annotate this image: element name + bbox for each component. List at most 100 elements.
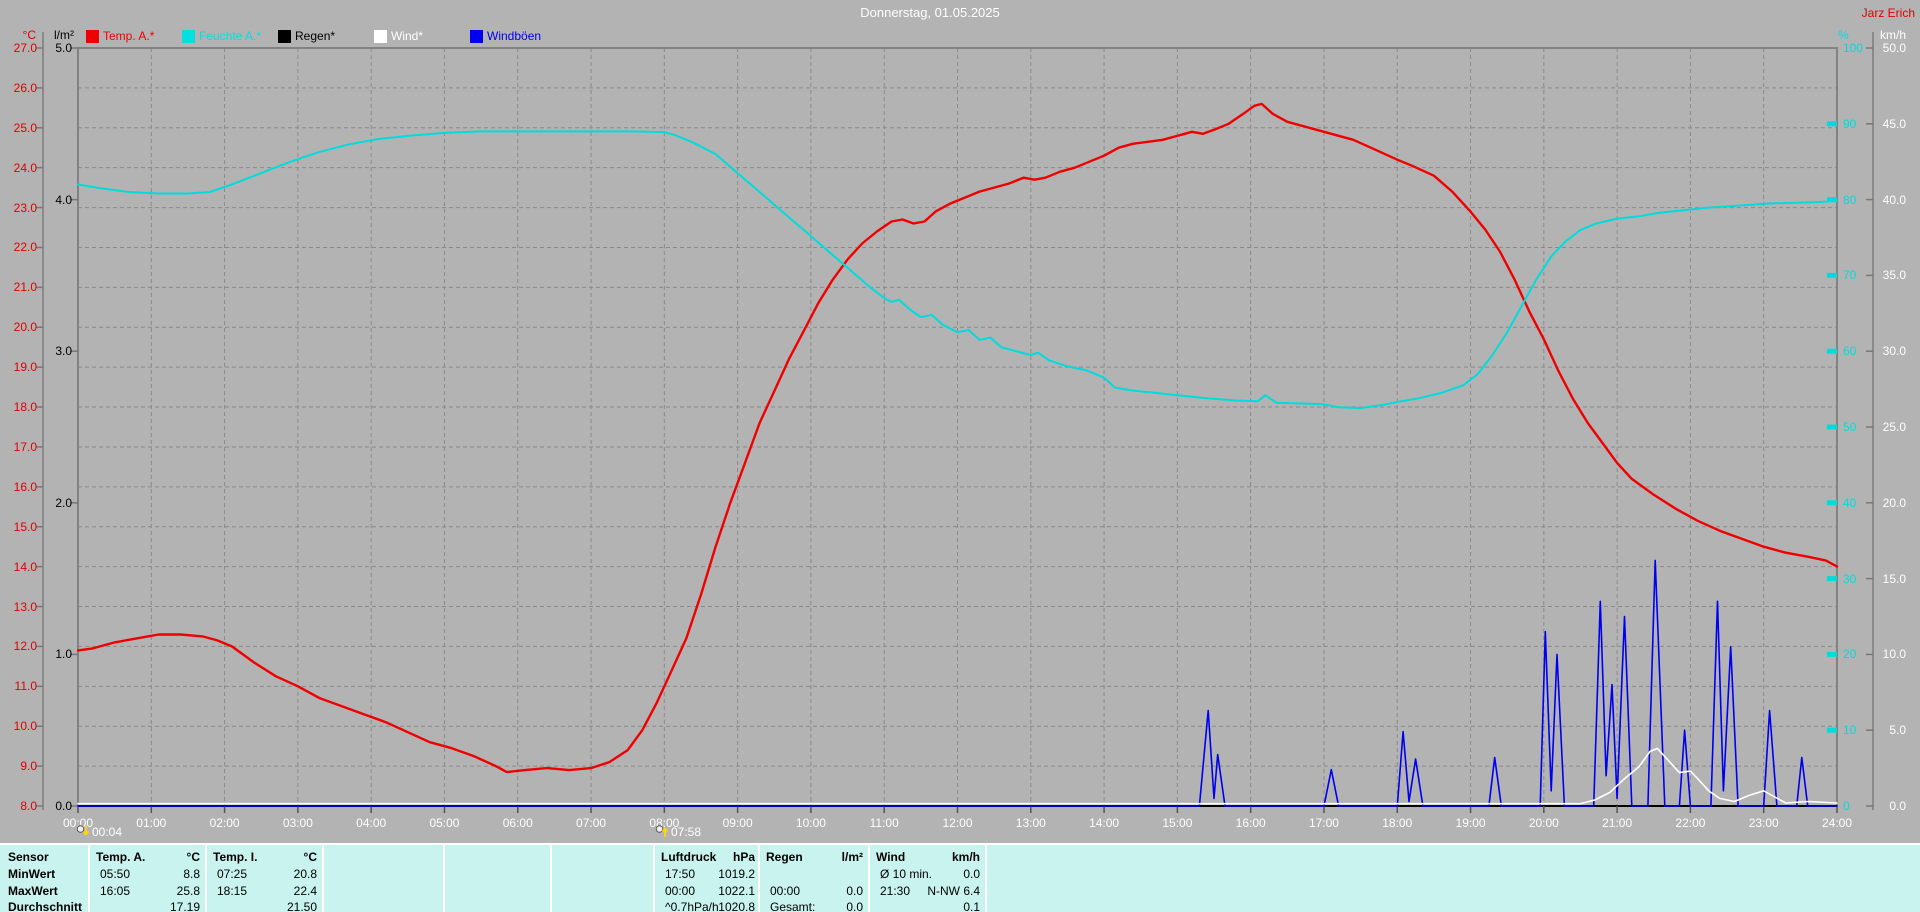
wind-tick-label: 0.0 [1889, 799, 1906, 813]
time-tick-label: 17:00 [1308, 816, 1339, 830]
time-tick-label: 20:00 [1528, 816, 1559, 830]
page-title: Donnerstag, 01.05.2025 [860, 5, 1000, 20]
table-cell-value: 0.0 [846, 900, 863, 912]
humidity-tick [1827, 272, 1837, 278]
table-column-separator [985, 845, 987, 912]
temp-tick-label: 15.0 [13, 519, 37, 534]
humidity-tick-label: 90 [1843, 116, 1857, 131]
legend-swatch-5 [470, 30, 483, 43]
humidity-tick [1827, 197, 1837, 203]
table-cell-value: 0.1 [963, 900, 980, 912]
legend-label: Wind* [391, 29, 424, 43]
wind-tick-label: 50.0 [1882, 41, 1906, 55]
table-row-label: MaxWert [8, 884, 58, 898]
table-group-unit: °C [303, 850, 317, 864]
table-group-header: Regen [766, 850, 803, 864]
legend-label: Regen* [295, 29, 336, 43]
time-tick-label: 15:00 [1162, 816, 1193, 830]
marker-icon [655, 825, 669, 837]
time-tick-label: 16:00 [1235, 816, 1266, 830]
time-tick-label: 12:00 [942, 816, 973, 830]
table-cell-time: ^0.7hPa/h [665, 900, 719, 912]
humidity-tick-label: 100 [1843, 41, 1864, 55]
humidity-tick-label: 10 [1843, 723, 1857, 738]
temp-tick-label: 24.0 [13, 160, 37, 175]
temp-tick-label: 18.0 [13, 400, 37, 415]
table-cell-value: 0.0 [846, 884, 863, 898]
time-tick-label: 23:00 [1748, 816, 1779, 830]
humidity-tick-label: 20 [1843, 647, 1857, 662]
temp-tick-label: 9.0 [20, 759, 37, 774]
wind-tick-label: 20.0 [1882, 495, 1906, 510]
rain-tick-label: 3.0 [55, 344, 72, 359]
legend-swatch-2 [182, 30, 195, 43]
table-cell-value: 21.50 [286, 900, 317, 912]
table-cell-time: 05:50 [100, 867, 131, 881]
table-cell-value: 17.19 [169, 900, 200, 912]
table-group-unit: hPa [732, 850, 755, 864]
time-tick-label: 05:00 [429, 816, 460, 830]
temp-tick-label: 16.0 [13, 479, 37, 494]
table-column-separator [550, 845, 552, 912]
table-cell-time: 00:00 [665, 884, 696, 898]
table-cell-time: 21:30 [880, 884, 911, 898]
temp-tick-label: 26.0 [13, 80, 37, 95]
watermark-author: Jarz Erich [1861, 6, 1915, 20]
wind-tick-label: 45.0 [1882, 116, 1906, 131]
table-cell-time: 16:05 [100, 884, 131, 898]
temp-tick-label: 11.0 [14, 679, 37, 694]
table-column-separator [205, 845, 207, 912]
table-cell-value: 1020.8 [718, 900, 755, 912]
table-cell-value: 20.8 [293, 867, 317, 881]
curve-feuchte-a- [77, 130, 1838, 410]
humidity-tick-label: 40 [1843, 495, 1857, 510]
wind-tick-label: 30.0 [1882, 344, 1906, 359]
humidity-tick-label: 50 [1843, 420, 1857, 434]
table-row-label: Durchschnitt [8, 900, 83, 912]
temp-tick-label: 8.0 [20, 799, 37, 813]
time-tick-label: 13:00 [1015, 816, 1046, 830]
humidity-tick-label: 70 [1843, 268, 1857, 283]
table-row-label: Sensor [8, 850, 49, 864]
curve-wind [77, 747, 1838, 805]
table-row-label: MinWert [8, 867, 56, 881]
temp-axis-unit: °C [22, 28, 36, 42]
legend-swatch-4 [374, 30, 387, 43]
wind-axis-unit: km/h [1879, 28, 1906, 42]
time-tick-label: 04:00 [356, 816, 387, 830]
wind-tick-label: 5.0 [1889, 723, 1906, 738]
table-cell-value: 22.4 [293, 884, 317, 898]
table-group-header: Luftdruck [661, 850, 717, 864]
time-tick-label: 10:00 [795, 816, 826, 830]
statistics-table: Sensor MinWert MaxWert Durchschnitt Temp. A.… [0, 843, 1920, 912]
temp-tick-label: 10.0 [13, 719, 37, 734]
wind-tick-label: 25.0 [1882, 420, 1906, 434]
time-tick-label: 09:00 [722, 816, 753, 830]
marker-icon [76, 825, 90, 836]
wind-tick-label: 10.0 [1882, 647, 1906, 662]
legend-swatch-3 [278, 30, 291, 43]
legend-swatch-1 [86, 30, 99, 43]
time-tick-label: 03:00 [282, 816, 313, 830]
table-group-header: Wind [876, 850, 906, 864]
table-cell-value: 8.8 [183, 867, 200, 881]
humidity-tick [1827, 348, 1837, 354]
humidity-tick-label: 60 [1843, 344, 1857, 359]
rain-tick-label: 0.0 [55, 799, 72, 813]
table-column-separator [88, 845, 90, 912]
table-cell-value: 1022.1 [718, 884, 755, 898]
legend-label: Feuchte A.* [199, 29, 262, 43]
temp-tick-label: 13.0 [13, 599, 37, 614]
time-tick-label: 22:00 [1675, 816, 1706, 830]
time-tick-label: 21:00 [1602, 816, 1633, 830]
time-tick-label: 01:00 [136, 816, 167, 830]
table-column-separator [868, 845, 870, 912]
temp-tick-label: 25.0 [13, 120, 37, 135]
wind-tick-label: 35.0 [1882, 268, 1906, 283]
table-cell-time: 07:25 [217, 867, 248, 881]
table-cell-value: 25.8 [176, 884, 200, 898]
table-cell-time: 18:15 [217, 884, 248, 898]
rain-tick-label: 2.0 [55, 495, 72, 510]
table-column-separator [322, 845, 324, 912]
temp-tick-label: 21.0 [13, 280, 37, 295]
